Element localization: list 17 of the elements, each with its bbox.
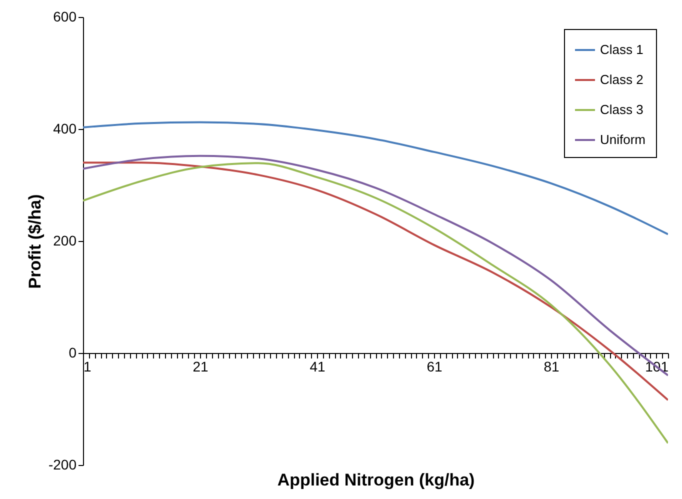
y-tick-label: -200 [48, 456, 77, 472]
x-tick-label: 1 [84, 358, 92, 374]
x-tick-label: 61 [426, 358, 442, 374]
y-tick-label: 600 [53, 8, 77, 24]
y-tick-label: 0 [68, 344, 77, 360]
y-axis-title: Profit ($/ha) [25, 194, 44, 289]
legend-label: Class 1 [600, 42, 644, 57]
x-tick-label: 81 [544, 358, 560, 374]
legend-label: Class 3 [600, 102, 644, 117]
y-tick-label: 400 [53, 120, 77, 136]
x-tick-label: 21 [192, 358, 208, 374]
x-axis-title: Applied Nitrogen (kg/ha) [277, 470, 475, 490]
line-series [83, 121, 668, 236]
y-tick-label: 200 [53, 232, 77, 248]
x-tick-label: 41 [310, 358, 326, 374]
legend-label: Uniform [600, 132, 646, 147]
legend-label: Class 2 [600, 72, 644, 87]
